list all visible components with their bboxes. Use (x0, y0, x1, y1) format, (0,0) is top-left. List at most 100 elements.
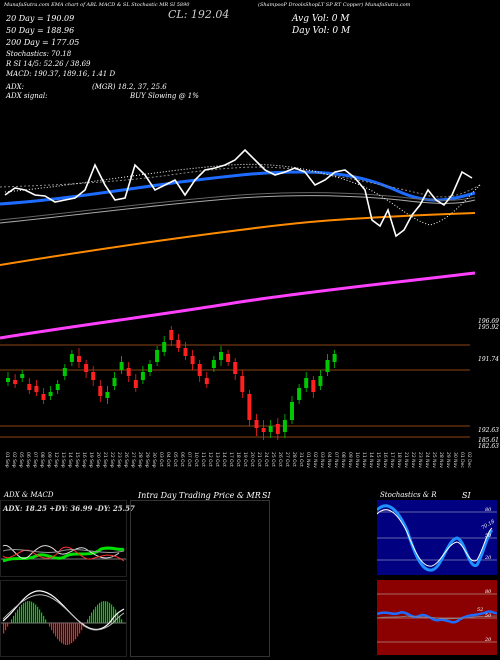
macd-bar (89, 615, 91, 623)
adx-label: ADX: (6, 83, 25, 91)
candle-body (197, 364, 202, 376)
date-tick-label: 07 Nov (333, 452, 339, 468)
candle-body (62, 368, 67, 376)
date-tick-label: 11 Oct (200, 452, 206, 467)
candle-body (155, 350, 160, 362)
macd-bar (115, 609, 117, 623)
date-tick-label: 19 Sep (88, 452, 94, 468)
date-tick-label: 28 Nov (438, 452, 444, 468)
date-tick-label: 16 Nov (382, 452, 388, 468)
main-price-chart[interactable]: 01 Sep 02 Sep 05 Sep 06 Sep 07 Sep 08 Sep 09 S… (0, 0, 500, 500)
date-tick-label: 05 Oct (172, 452, 178, 467)
date-tick-label: 26 Oct (277, 452, 283, 467)
macd-bar (113, 606, 115, 623)
date-tick-label: 22 Sep (109, 452, 115, 468)
intraday-panel[interactable] (130, 500, 270, 657)
candle-body (183, 348, 188, 356)
date-tick-label: 21 Oct (256, 452, 262, 467)
macd-bar (99, 602, 101, 623)
date-tick-label: 20 Oct (249, 452, 255, 467)
macd-bar (29, 601, 31, 623)
date-tick-label: 27 Sep (130, 452, 136, 468)
candle-body (304, 378, 309, 388)
date-tick-label: 23 Sep (116, 452, 122, 468)
candle-body (261, 428, 266, 432)
macd-bar (5, 623, 7, 631)
macd-panel[interactable] (0, 580, 127, 657)
candlesticks (6, 326, 337, 440)
macd-bar (49, 623, 51, 627)
macd-histogram (3, 601, 123, 645)
date-tick-label: 15 Nov (375, 452, 381, 468)
candle-body (318, 376, 323, 386)
date-tick-label: 10 Oct (193, 452, 199, 467)
adx-panel[interactable]: ADX: 18.25 +DY: 36.99 -DY: 25.57 (0, 500, 135, 577)
price-level-low-c: 182.63 (478, 443, 499, 450)
macd-bar (25, 601, 27, 623)
candle-body (148, 364, 152, 372)
price-dotted-line (4, 163, 481, 226)
date-tick-label: 24 Nov (424, 452, 430, 468)
candle-body (240, 376, 245, 392)
date-tick-label: 30 Nov (452, 452, 458, 468)
date-tick-label: 28 Oct (291, 452, 297, 467)
candle-body (176, 340, 181, 348)
intraday-title: Intra Day Trading Price & MR (138, 491, 261, 500)
macd-bar (51, 623, 53, 631)
candle-body (325, 360, 330, 372)
date-tick-label: 21 Nov (403, 452, 409, 468)
macd-bar (93, 609, 95, 623)
date-tick-label: 11 Nov (361, 452, 367, 468)
candle-body (13, 380, 18, 384)
macd-bar (95, 606, 97, 623)
adx-values: (MGR) 18.2, 37, 25.6 (92, 83, 167, 91)
macd-bar (75, 623, 77, 640)
candle-body (84, 364, 89, 372)
macd-bar (65, 623, 67, 645)
macd-bar (121, 619, 123, 623)
ema-grey-line-2 (0, 192, 476, 221)
candle-body (169, 330, 174, 340)
macd-bar (67, 623, 69, 645)
date-tick-label: 28 Sep (137, 452, 143, 468)
stochastics-label: Stochastics: 70.18 (6, 50, 72, 58)
stochastics-panel[interactable]: 80 50 20 70.18 (377, 500, 497, 575)
date-tick-label: 31 Oct (298, 452, 304, 467)
macd-bar (39, 609, 41, 623)
date-tick-label: 24 Oct (263, 452, 269, 467)
date-tick-label: 20 Sep (95, 452, 101, 468)
candle-body (77, 356, 81, 362)
macd-bar (19, 606, 21, 623)
macd-bar (109, 602, 111, 623)
candle-body (311, 380, 316, 392)
macd-bar (23, 602, 25, 623)
date-tick-label: 13 Sep (60, 452, 66, 468)
candle-body (55, 384, 60, 390)
macd-bar (77, 623, 79, 637)
macd-bar (103, 601, 105, 623)
date-tick-label: 14 Oct (221, 452, 227, 467)
date-tick-label: 22 Nov (410, 452, 416, 468)
date-tick-label: 14 Nov (368, 452, 374, 468)
macd-bar (53, 623, 55, 634)
date-tick-label: 07 Sep (32, 452, 38, 468)
date-tick-label: 26 Sep (123, 452, 129, 468)
date-tick-label: 13 Oct (214, 452, 220, 467)
si-right-title: SI (462, 491, 471, 500)
price-level-mid: 191.74 (478, 356, 499, 363)
avg-volume: Avg Vol: 0 M (292, 14, 350, 24)
date-tick-label: 18 Oct (235, 452, 241, 467)
candle-body (105, 392, 110, 398)
date-tick-label: 02 Nov (312, 452, 318, 468)
macd-bar (91, 612, 93, 623)
rsi-panel[interactable]: 80 50 20 52 (377, 580, 497, 655)
candle-body (204, 378, 209, 384)
rsi-badge: 52 (477, 607, 484, 613)
date-tick-label: 12 Sep (53, 452, 59, 468)
macd-bar (69, 623, 71, 645)
candle-body (247, 394, 252, 420)
candle-body (332, 354, 337, 362)
date-tick-label: 04 Nov (326, 452, 332, 468)
macd-bar (33, 602, 35, 623)
date-tick-label: 02 Dec (466, 452, 472, 468)
